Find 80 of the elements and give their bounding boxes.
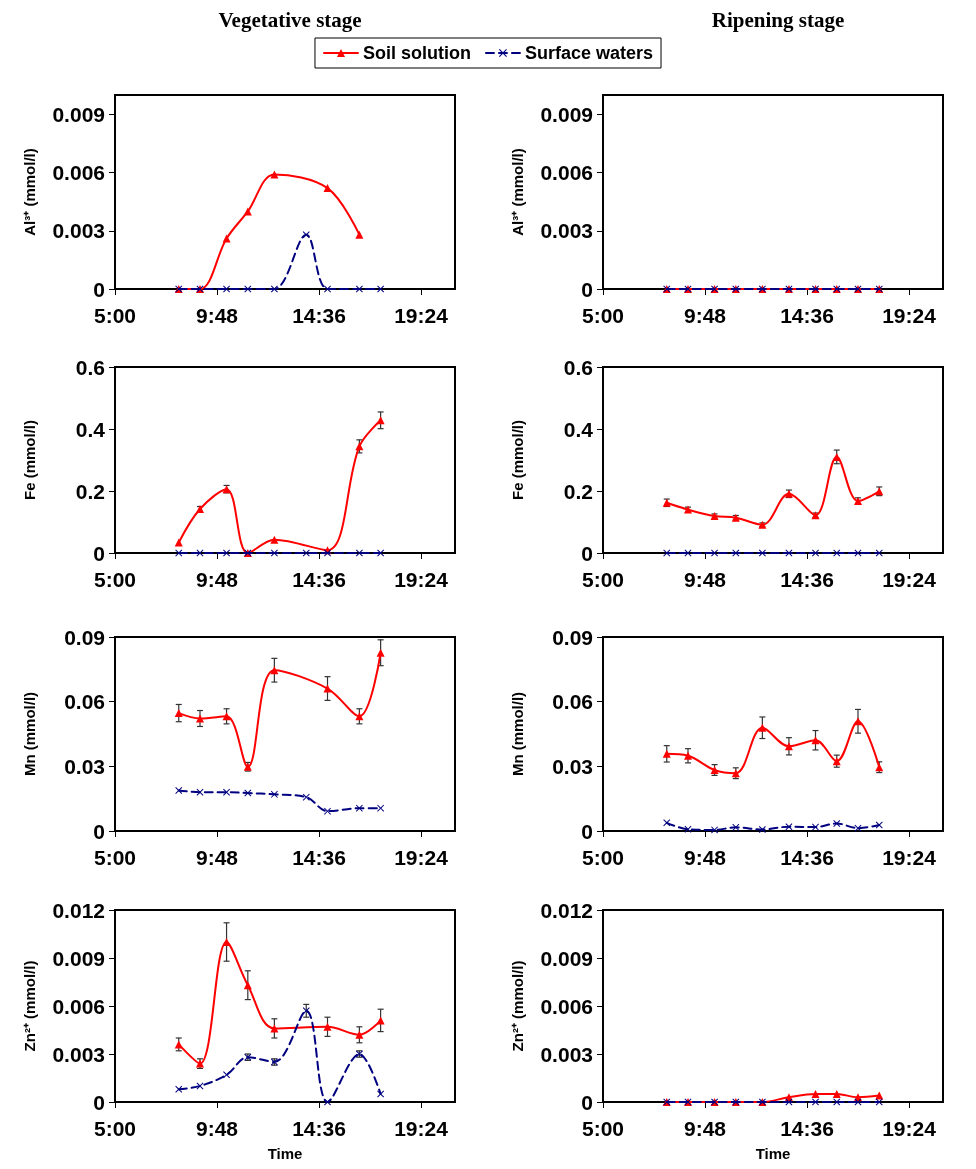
y-tick-label: 0.2: [75, 479, 105, 503]
y-tick-label: 0: [93, 1090, 105, 1114]
x-tick-label: 14:36: [292, 1117, 346, 1140]
y-tick-label: 0: [581, 277, 593, 301]
y-tick-label: 0.012: [52, 898, 105, 922]
x-tick-label: 5:00: [93, 846, 137, 869]
x-tick-label: 19:24: [882, 1117, 937, 1140]
y-axis-title: Fe (mmol/l): [21, 419, 38, 501]
x-tick-label: 19:24: [882, 846, 937, 869]
y-tick-label: 0.006: [52, 994, 105, 1018]
x-tick-label: 5:00: [581, 846, 625, 869]
legend-label: Soil solution: [362, 43, 471, 63]
x-tick-label: 9:48: [195, 568, 239, 591]
y-tick-label: 0.03: [64, 754, 105, 778]
y-tick-label: 0.003: [540, 1042, 593, 1066]
x-tick-label: 14:36: [780, 568, 834, 591]
x-tick-label: 19:24: [394, 846, 449, 869]
y-axis-title: Al³⁺ (mmol/l): [21, 148, 38, 236]
y-axis-title: Zn²⁺ (mmol/l): [509, 960, 526, 1052]
y-tick-label: 0.003: [540, 219, 593, 243]
x-tick-label: 5:00: [581, 304, 625, 327]
y-tick-label: 0.009: [52, 102, 105, 126]
y-axis-title: Fe (mmol/l): [509, 419, 526, 501]
y-tick-label: 0.4: [75, 417, 106, 441]
y-axis-title: Zn²⁺ (mmol/l): [21, 960, 38, 1052]
x-tick-label: 9:48: [195, 304, 239, 327]
x-axis-title: Time: [755, 1145, 791, 1162]
x-tick-label: 19:24: [394, 304, 449, 327]
x-tick-label: 9:48: [195, 1117, 239, 1140]
y-tick-label: 0: [93, 541, 105, 565]
y-tick-label: 0.006: [52, 161, 105, 185]
x-tick-label: 9:48: [683, 568, 727, 591]
x-tick-label: 14:36: [780, 846, 834, 869]
x-tick-label: 14:36: [292, 846, 346, 869]
x-tick-label: 5:00: [93, 1117, 137, 1140]
y-tick-label: 0.06: [552, 690, 593, 714]
y-tick-label: 0.003: [52, 1042, 105, 1066]
y-tick-label: 0.2: [563, 479, 593, 503]
y-tick-label: 0.6: [563, 355, 593, 379]
x-tick-label: 19:24: [882, 568, 937, 591]
y-tick-label: 0: [93, 277, 105, 301]
x-tick-label: 14:36: [780, 304, 834, 327]
y-tick-label: 0.009: [52, 946, 105, 970]
y-axis-title: Al³⁺ (mmol/l): [509, 148, 526, 236]
x-tick-label: 5:00: [93, 304, 137, 327]
y-tick-label: 0.6: [75, 355, 105, 379]
y-tick-label: 0: [581, 1090, 593, 1114]
legend-label: Surface waters: [524, 43, 654, 63]
y-tick-label: 0.003: [52, 219, 105, 243]
y-tick-label: 0: [93, 819, 105, 843]
y-axis-title: Mn (mmol/l): [21, 691, 38, 777]
x-tick-label: 14:36: [780, 1117, 834, 1140]
y-tick-label: 0.06: [64, 690, 105, 714]
x-tick-label: 9:48: [683, 1117, 727, 1140]
y-tick-label: 0.4: [563, 417, 594, 441]
y-tick-label: 0.09: [64, 625, 105, 649]
x-tick-label: 9:48: [683, 846, 727, 869]
y-tick-label: 0.006: [540, 994, 593, 1018]
y-tick-label: 0: [581, 541, 593, 565]
x-tick-label: 5:00: [581, 1117, 625, 1140]
x-tick-label: 9:48: [683, 304, 727, 327]
x-tick-label: 19:24: [882, 304, 937, 327]
y-tick-label: 0.009: [540, 946, 593, 970]
y-tick-label: 0.03: [552, 754, 593, 778]
y-tick-label: 0: [581, 819, 593, 843]
x-tick-label: 14:36: [292, 304, 346, 327]
y-axis-title: Mn (mmol/l): [509, 691, 526, 777]
chart-title: Vegetative stage: [218, 7, 362, 32]
x-tick-label: 14:36: [292, 568, 346, 591]
x-tick-label: 19:24: [394, 568, 449, 591]
x-tick-label: 5:00: [93, 568, 137, 591]
x-tick-label: 19:24: [394, 1117, 449, 1140]
x-tick-label: 5:00: [581, 568, 625, 591]
y-tick-label: 0.012: [540, 898, 593, 922]
x-tick-label: 9:48: [195, 846, 239, 869]
chart-title: Ripening stage: [711, 7, 845, 32]
y-tick-label: 0.009: [540, 102, 593, 126]
y-tick-label: 0.006: [540, 161, 593, 185]
x-axis-title: Time: [267, 1145, 303, 1162]
y-tick-label: 0.09: [552, 625, 593, 649]
